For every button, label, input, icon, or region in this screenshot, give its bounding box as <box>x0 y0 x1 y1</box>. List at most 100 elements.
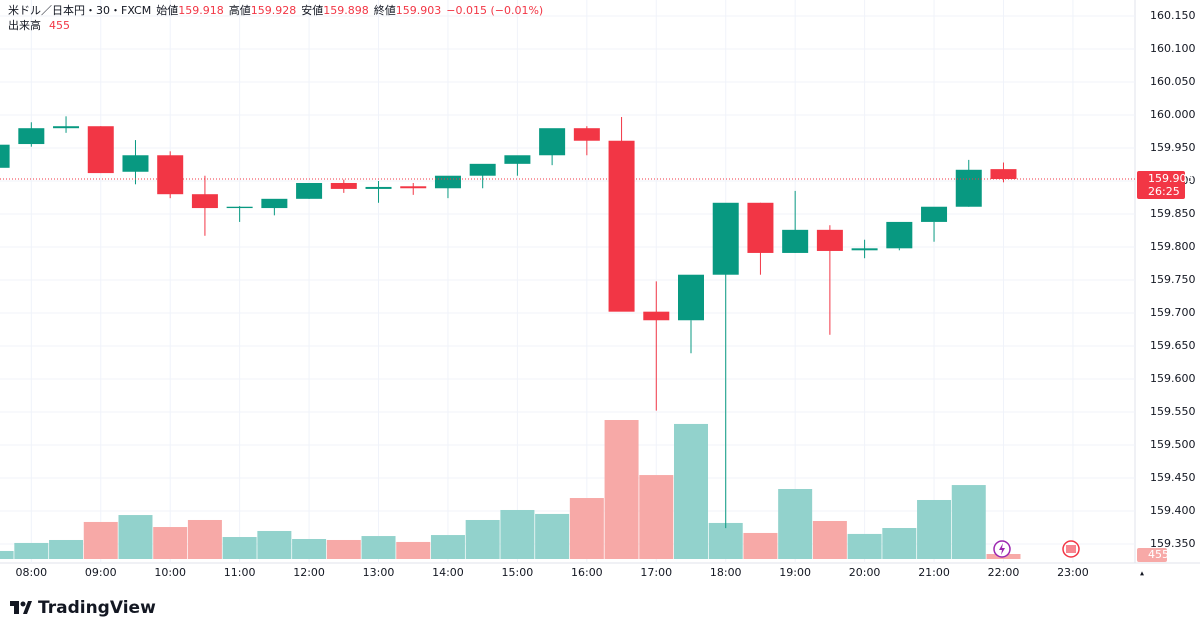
candle-body <box>782 229 809 253</box>
candle-body <box>261 198 288 209</box>
value: 159.898 <box>323 4 369 17</box>
price-tag <box>1137 171 1185 200</box>
volume-bar <box>396 541 431 559</box>
legend: 米ドル／日本円・30・FXCM 始値159.918 高値159.928 安値159.8… <box>8 3 548 33</box>
y-tick-label: 160.050 <box>1150 75 1196 88</box>
y-tick-label: 159.800 <box>1150 240 1196 253</box>
plot <box>0 0 1135 563</box>
volume-bar <box>743 532 778 559</box>
candle-body <box>296 182 323 199</box>
candle-body <box>747 202 774 253</box>
volume-bar <box>49 539 84 559</box>
volume-bar <box>0 550 14 559</box>
candle-body <box>53 126 80 129</box>
candle-body <box>87 126 114 174</box>
volume-bar <box>708 522 743 559</box>
volume-bar <box>430 535 465 559</box>
y-tick-label: 159.500 <box>1150 438 1196 451</box>
y-tick-label: 159.850 <box>1150 207 1196 220</box>
y-tick-label: 160.150 <box>1150 9 1196 22</box>
volume-bar <box>604 420 639 559</box>
candle-body <box>851 248 878 251</box>
candle-body <box>0 144 10 168</box>
candle-body <box>122 155 149 172</box>
x-tick-label: 19:00 <box>779 566 811 579</box>
y-tick-label: 159.650 <box>1150 339 1196 352</box>
x-tick-label: 08:00 <box>15 566 47 579</box>
label: 始値 <box>156 4 179 17</box>
symbol: 米ドル／日本円・30・FXCM <box>8 4 152 17</box>
label: 高値 <box>228 4 251 17</box>
y-tick-label: 159.950 <box>1150 141 1196 154</box>
y-tick-label: 159.750 <box>1150 273 1196 286</box>
candle-body <box>434 175 461 189</box>
volume-bar <box>500 509 535 559</box>
candle-body <box>330 182 357 189</box>
volume-bar <box>257 530 292 559</box>
brand-name: TradingView <box>38 598 156 618</box>
y-tick-label: 159.600 <box>1150 372 1196 385</box>
y-tick-label: 159.450 <box>1150 471 1196 484</box>
value: 159.918 <box>178 4 224 17</box>
volume-bar <box>326 539 361 559</box>
volume-tag-label: 455 <box>1148 548 1169 561</box>
volume-bar <box>917 499 952 559</box>
volume-bar <box>847 533 882 559</box>
candle-body <box>608 140 635 312</box>
volume-bar <box>569 498 604 559</box>
candle-body <box>921 206 948 222</box>
candle-body <box>678 274 704 321</box>
candle-body <box>539 128 566 156</box>
value: 159.928 <box>250 4 297 17</box>
x-tick-label: 09:00 <box>85 566 117 579</box>
candle-body <box>712 202 739 275</box>
label: 終値 <box>373 4 396 17</box>
label: 安値 <box>301 4 324 17</box>
brand: TradingView <box>10 598 156 618</box>
price-legend: 米ドル／日本円・30・FXCM 始値159.918 高値159.928 安値159.8… <box>8 3 548 18</box>
candle-body <box>400 186 427 189</box>
event-icon <box>1066 545 1076 553</box>
x-tick-label: 15:00 <box>502 566 534 579</box>
label: 出来高 <box>8 19 41 32</box>
y-tick-label: 160.000 <box>1150 108 1196 121</box>
x-tick-label: 13:00 <box>363 566 395 579</box>
volume-bar <box>292 539 327 559</box>
volume-legend: 出来高 455 <box>8 18 548 33</box>
volume-bar <box>812 520 847 559</box>
candle-body <box>643 311 670 321</box>
x-tick-label: 11:00 <box>224 566 256 579</box>
value: 455 <box>49 19 70 32</box>
price-tag-label: 159.903 <box>1148 172 1194 185</box>
axis-arrow: ▴ <box>1140 569 1144 578</box>
x-tick-label: 20:00 <box>849 566 881 579</box>
volume-bar <box>882 528 917 559</box>
x-tick-label: 21:00 <box>918 566 950 579</box>
x-tick-label: 22:00 <box>988 566 1020 579</box>
y-tick-label: 160.100 <box>1150 42 1196 55</box>
volume-bar <box>14 542 49 559</box>
axes: 08:00 09:00 10:00 11:00 12:00 13:00 14:00 15:00… <box>15 9 1195 579</box>
candle-body <box>18 128 45 145</box>
candle-body <box>469 163 496 176</box>
candle-body <box>573 128 600 141</box>
volume-bar <box>639 475 674 559</box>
x-tick-label: 10:00 <box>154 566 186 579</box>
candle-body <box>226 206 253 209</box>
y-tick-label: 159.700 <box>1150 306 1196 319</box>
y-tick-label: 159.550 <box>1150 405 1196 418</box>
volume-bar <box>222 537 257 559</box>
volume-bar <box>778 489 813 559</box>
change: −0.015 (−0.01%) <box>446 4 544 17</box>
y-tick-label: 159.400 <box>1150 504 1196 517</box>
x-tick-label: 12:00 <box>293 566 325 579</box>
candle-body <box>365 186 392 189</box>
volume-bar <box>674 423 708 559</box>
candle-body <box>990 169 1017 180</box>
x-tick-label: 16:00 <box>571 566 603 579</box>
volume-bar <box>83 521 118 559</box>
countdown: 26:25 <box>1148 185 1180 198</box>
value: 159.903 <box>395 4 442 17</box>
